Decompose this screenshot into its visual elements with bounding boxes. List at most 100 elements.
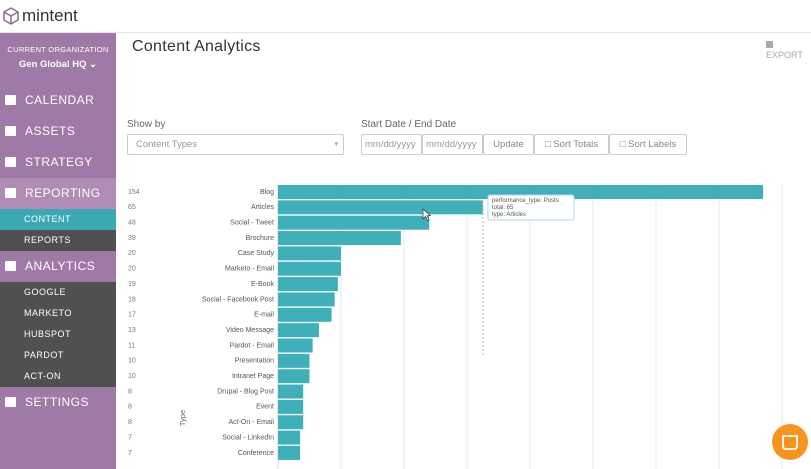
bar [278,215,430,230]
mouse-cursor [422,208,432,221]
tooltip-line: type: Articles [492,212,526,218]
category-label: Social - Tweet [230,220,274,227]
bar [278,445,301,460]
tooltip-box [487,194,575,221]
value-label: 39 [128,235,136,242]
chart: 154 Blog 65 Articles 48 Social - Tweet 39 Broch… [128,183,783,469]
nav-text: CALENDAR [25,93,95,107]
value-label: 65 [128,204,136,211]
bar [278,369,310,384]
button-text: Sort Totals [553,139,599,150]
value-label: 8 [128,419,132,426]
category-label: E-Book [251,281,274,288]
category-label: Blog [260,189,274,196]
nav-pardot[interactable]: PARDOT [0,345,116,366]
value-label: 10 [128,358,136,365]
page-title: Content Analytics [132,38,261,55]
category-label: Brochure [246,235,275,242]
nav-calendar[interactable]: CALENDAR [0,85,116,116]
nav-strategy[interactable]: STRATEGY [0,147,116,178]
bar [278,261,341,276]
date-label: Start Date / End Date [361,119,457,130]
nav-act-on[interactable]: ACT-ON [0,366,116,387]
chat-icon [782,435,798,450]
value-label: 48 [128,220,136,227]
bar [278,292,335,307]
bar [278,384,304,399]
nav-assets[interactable]: ASSETS [0,116,116,147]
value-label: 10 [128,373,136,380]
value-label: 154 [128,189,140,196]
bar [278,185,764,199]
nav-google[interactable]: GOOGLE [0,282,116,303]
export-button[interactable]: EXPORT [766,40,811,60]
logo-icon [3,7,19,25]
nav-marketo[interactable]: MARKETO [0,303,116,324]
value-label: 7 [128,434,132,441]
value-label: 13 [128,327,136,334]
top-bar: mintent EXPORT [0,0,811,60]
value-label: 18 [128,296,136,303]
value-label: 17 [128,312,136,319]
category-label: Video Message [226,327,274,334]
org-name-text: Gen Global HQ [18,59,87,70]
brand[interactable]: mintent [22,6,78,25]
org-label: CURRENT ORGANIZATION [7,45,109,54]
category-label: Intranet Page [232,373,274,380]
bar [278,415,304,430]
nav-settings[interactable]: SETTINGS [0,387,116,418]
bar [278,399,304,414]
chat-button[interactable] [772,424,808,460]
button-text: Sort Labels [628,139,677,150]
sort-labels-button[interactable]: □ Sort Labels [609,134,687,155]
category-label: Conference [238,450,274,457]
sort-totals-button[interactable]: □ Sort Totals [534,134,609,155]
show-by-label: Show by [127,119,166,130]
category-label: Act-On - Email [228,419,274,426]
show-by-select[interactable]: Content Types ▾ [127,134,344,155]
bar [278,338,313,353]
nav-reporting[interactable]: REPORTING [0,178,116,209]
category-label: E-mail [254,312,274,319]
nav-hubspot[interactable]: HUBSPOT [0,324,116,345]
update-button[interactable]: Update [483,134,534,155]
category-label: Event [256,404,274,411]
bar [278,200,483,215]
nav-analytics[interactable]: ANALYTICS [0,251,116,282]
value-label: 19 [128,281,136,288]
nav-text: SETTINGS [25,395,90,409]
category-label: Presentation [235,358,274,365]
category-label: Articles [251,204,274,211]
bar [278,430,301,445]
category-label: Case Study [238,250,275,257]
tooltip-line: performance_type: Posts [492,198,559,204]
category-label: Drupal - Blog Post [217,388,274,395]
value-label: 7 [128,450,132,457]
category-label: Pardot - Email [230,342,275,349]
category-label: Social - LinkedIn [222,434,274,441]
nav-text: ANALYTICS [25,259,96,273]
nav-text: REPORTING [25,186,101,200]
org-name[interactable]: Gen Global HQ ⌄ [18,59,98,70]
nav-content[interactable]: CONTENT [0,209,116,230]
nav-reports[interactable]: REPORTS [0,230,116,251]
sidebar: CURRENT ORGANIZATION Gen Global HQ ⌄ CAL… [0,33,116,469]
start-date-input[interactable]: mm/dd/yyyy [361,134,422,155]
value-label: 8 [128,388,132,395]
bar [278,277,338,292]
nav-text: STRATEGY [25,155,93,169]
bar [278,246,341,261]
select-text: Content Types [136,139,198,150]
nav-text: ASSETS [25,124,76,138]
y-axis-label: Type [178,410,187,426]
end-date-input[interactable]: mm/dd/yyyy [422,134,483,155]
value-label: 11 [128,342,135,349]
value-label: 8 [128,404,132,411]
category-label: Social - Facebook Post [202,296,274,303]
value-label: 20 [128,266,136,273]
tooltip-line: total: 65 [492,205,514,211]
category-label: Marketo - Email [225,266,274,273]
export-text: EXPORT [766,50,803,60]
bar [278,353,310,368]
